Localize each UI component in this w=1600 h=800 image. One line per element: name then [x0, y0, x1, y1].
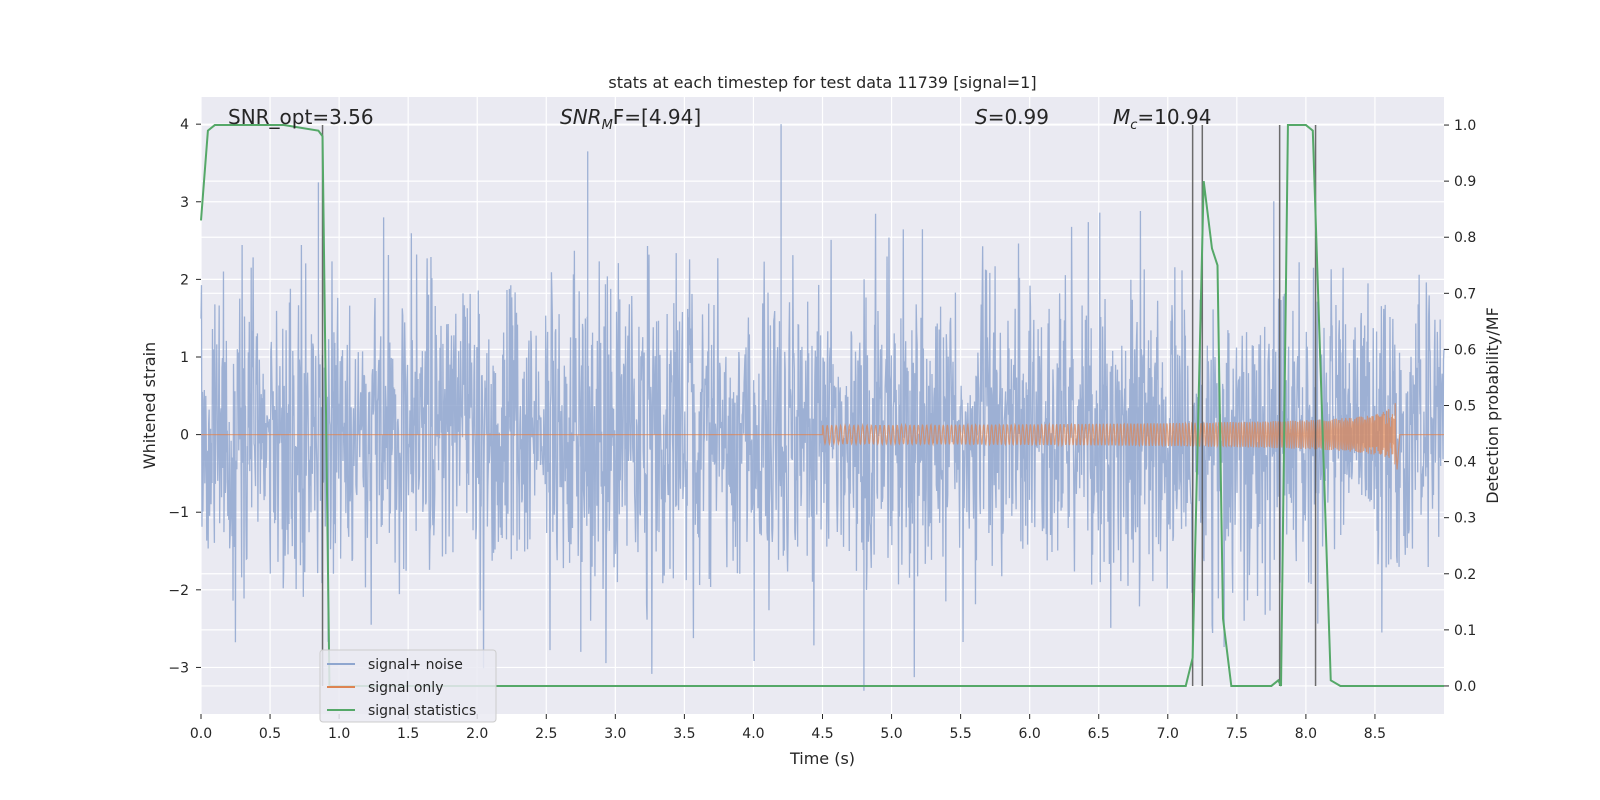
series-signal-only	[201, 403, 1444, 470]
x-tick-label: 4.0	[742, 726, 764, 742]
y-tick-label: −3	[168, 660, 189, 676]
signal-statistics-line	[200, 124, 1444, 687]
y-axis-right-label: Detection probability/MF	[1483, 307, 1502, 504]
series-signal-statistics	[200, 124, 1444, 687]
x-tick-label: 0.0	[190, 726, 212, 742]
annotation-mc-main: M	[1113, 105, 1130, 129]
x-tick-label: 6.5	[1088, 726, 1110, 742]
y-right-tick-label: 0.1	[1454, 623, 1476, 639]
annotation-mc-sub: c	[1130, 118, 1137, 133]
chart-title: stats at each timestep for test data 117…	[608, 73, 1036, 92]
annotation-snr-mf-main: SNR	[560, 105, 602, 129]
y-right-tick-label: 0.0	[1454, 679, 1476, 695]
annotation-s: S=0.99	[975, 105, 1049, 129]
y-right-tick-label: 0.4	[1454, 455, 1476, 471]
annotation-mc-tail: =10.94	[1137, 105, 1211, 129]
annotation-s-tail: =0.99	[988, 105, 1049, 129]
annotation-snr-opt: SNR_opt=3.56	[228, 105, 374, 129]
y-right-tick-label: 0.3	[1454, 511, 1476, 527]
annotation-mc: Mc=10.94	[1113, 105, 1211, 133]
y-tick-label: −2	[168, 583, 189, 599]
x-tick-label: 2.5	[535, 726, 557, 742]
x-tick-label: 8.5	[1364, 726, 1386, 742]
x-tick-label: 7.5	[1226, 726, 1248, 742]
x-tick-label: 2.0	[466, 726, 488, 742]
y-right-tick-label: 1.0	[1454, 118, 1476, 134]
legend-box	[319, 649, 497, 723]
legend-label: signal only	[368, 680, 443, 696]
x-tick-label: 1.0	[328, 726, 350, 742]
y-tick-label: 0	[180, 428, 189, 444]
y-right-tick-label: 0.5	[1454, 399, 1476, 415]
y-right-tick-label: 0.2	[1454, 567, 1476, 583]
y-tick-label: −1	[168, 505, 189, 521]
y-tick-label: 3	[180, 195, 189, 211]
signal-noise-line	[200, 124, 1445, 691]
x-tick-label: 5.0	[880, 726, 902, 742]
y-right-tick-label: 0.7	[1454, 286, 1476, 302]
y-axis-label: Whitened strain	[140, 342, 159, 469]
x-tick-label: 5.5	[949, 726, 971, 742]
legend: signal+ noise signal only signal statistic…	[319, 649, 497, 723]
signal-only-line	[201, 403, 1444, 470]
y-right-tick-label: 0.9	[1454, 174, 1476, 190]
axis-ticks: 0.0 0.5 1.0 1.5 2.0 2.5 3.0 3.5 4.0 4.5 5.0 5.5 6.0 6…	[168, 117, 1476, 742]
annotation-s-main: S	[975, 105, 988, 129]
x-tick-label: 3.0	[604, 726, 626, 742]
x-tick-label: 4.5	[811, 726, 833, 742]
x-tick-label: 6.0	[1019, 726, 1041, 742]
y-right-tick-label: 0.8	[1454, 230, 1476, 246]
x-tick-label: 7.0	[1157, 726, 1179, 742]
y-tick-label: 4	[180, 117, 189, 133]
x-axis-label: Time (s)	[789, 749, 855, 768]
x-tick-label: 0.5	[259, 726, 281, 742]
y-tick-label: 1	[180, 350, 189, 366]
series-signal-noise	[200, 124, 1445, 691]
annotation-snr-mf-tail: F=[4.94]	[613, 105, 701, 129]
y-tick-label: 2	[180, 272, 189, 288]
legend-label: signal+ noise	[368, 657, 463, 673]
y-right-tick-label: 0.6	[1454, 342, 1476, 358]
annotation-snr-mf: SNRMF=[4.94]	[560, 105, 701, 133]
x-tick-label: 1.5	[397, 726, 419, 742]
annotation-snr-mf-sub: M	[602, 118, 613, 133]
legend-label: signal statistics	[368, 703, 476, 719]
x-tick-label: 8.0	[1295, 726, 1317, 742]
x-tick-label: 3.5	[673, 726, 695, 742]
